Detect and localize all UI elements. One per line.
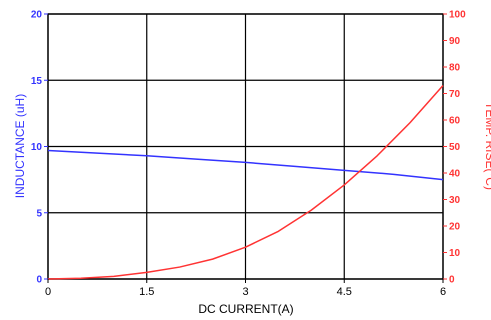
grid (47, 13, 444, 280)
left-axis-ticks: 0 5 10 15 20 (31, 10, 48, 286)
right-axis-title: TEMP. RISE(°C) (483, 102, 491, 190)
right-tick-label: 80 (449, 63, 461, 74)
x-tick-label: 6 (440, 286, 446, 298)
right-tick-label: 70 (449, 89, 461, 100)
left-tick-label: 0 (36, 275, 42, 286)
right-tick-label: 90 (449, 36, 461, 47)
right-tick-label: 0 (449, 275, 455, 286)
left-tick-label: 15 (31, 76, 43, 87)
x-axis-ticks: 0 1.5 3 4.5 6 (45, 279, 446, 298)
right-axis-ticks: 0 10 20 30 40 50 60 70 80 90 100 (443, 10, 466, 286)
left-tick-label: 10 (31, 142, 43, 153)
left-tick-label: 5 (36, 208, 42, 219)
right-tick-label: 40 (449, 169, 461, 180)
x-tick-label: 0 (45, 286, 51, 298)
x-tick-label: 1.5 (139, 286, 154, 298)
right-tick-label: 30 (449, 195, 461, 206)
right-tick-label: 50 (449, 142, 461, 153)
right-tick-label: 60 (449, 116, 461, 127)
x-axis-title: DC CURRENT(A) (198, 302, 293, 316)
series-group (47, 85, 444, 280)
left-axis-title: INDUCTANCE (uH) (13, 94, 27, 198)
right-tick-label: 20 (449, 222, 461, 233)
left-tick-label: 20 (31, 10, 43, 21)
right-tick-label: 100 (449, 10, 466, 21)
right-tick-label: 10 (449, 248, 461, 259)
x-tick-label: 3 (242, 286, 248, 298)
x-tick-label: 4.5 (337, 286, 352, 298)
